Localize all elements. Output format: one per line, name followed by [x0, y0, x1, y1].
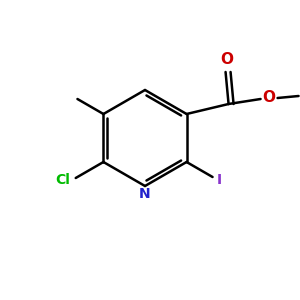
Text: O: O [220, 52, 233, 68]
Text: N: N [139, 187, 151, 201]
Text: O: O [262, 91, 275, 106]
Text: Cl: Cl [55, 173, 70, 187]
Text: I: I [217, 173, 222, 187]
